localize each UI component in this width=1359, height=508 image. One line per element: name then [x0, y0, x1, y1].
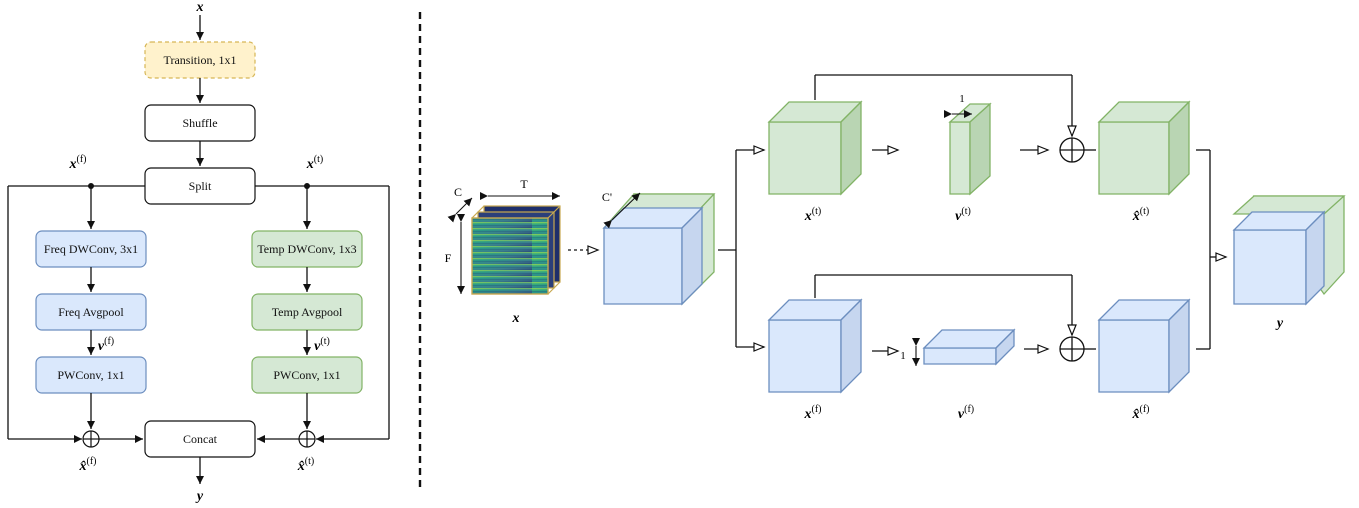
left-xf-label: x(f)	[69, 154, 87, 172]
xhat-f-cube	[1097, 298, 1191, 394]
right-tensor-diagram: C T F x C' x(t)	[445, 74, 1346, 422]
bottom-add-icon	[1059, 336, 1085, 362]
left-xt-label: x(t)	[306, 154, 323, 172]
left-block-diagram: x Transition, 1x1 Shuffle Split x(f) x(t…	[7, 0, 390, 504]
dim-f-label: F	[445, 251, 452, 265]
right-xhat-f-label: x̂(f)	[1132, 404, 1150, 422]
vt-slab	[948, 102, 992, 196]
right-output-label: y	[1275, 316, 1284, 331]
xf-cube	[767, 298, 863, 394]
right-xhat-t-label: x̂(t)	[1132, 206, 1149, 224]
right-input-label: x	[512, 311, 520, 326]
xhat-t-cube	[1097, 100, 1191, 196]
combined-feature-cube	[602, 193, 716, 306]
spectrogram-input	[471, 205, 561, 295]
dim-c-label: C	[454, 185, 462, 199]
channel-label: C'	[602, 190, 612, 204]
vf-height-label: 1	[900, 350, 906, 362]
xt-cube	[767, 100, 863, 196]
top-add-icon	[1059, 137, 1085, 163]
temp-pwconv-label: PWConv, 1x1	[273, 368, 340, 382]
vf-slab	[922, 328, 1016, 366]
temp-dwconv-label: Temp DWConv, 1x3	[257, 242, 356, 256]
left-xhat-f-label: x̂(f)	[79, 456, 97, 474]
left-vf-label: v(f)	[98, 336, 114, 354]
freq-avgpool-label: Freq Avgpool	[58, 305, 124, 319]
right-vt-label: v(t)	[955, 206, 971, 224]
temp-avgpool-label: Temp Avgpool	[272, 305, 343, 319]
right-xt-label: x(t)	[804, 206, 821, 224]
freq-pwconv-label: PWConv, 1x1	[57, 368, 124, 382]
split-label: Split	[189, 179, 212, 193]
output-cube	[1232, 195, 1346, 306]
left-vt-label: v(t)	[314, 336, 330, 354]
freq-dwconv-label: Freq DWConv, 3x1	[44, 242, 138, 256]
freq-add-icon	[82, 430, 100, 448]
right-xf-label: x(f)	[804, 404, 822, 422]
dim-t-label: T	[520, 177, 528, 191]
shuffle-label: Shuffle	[182, 116, 217, 130]
left-xhat-t-label: x̂(t)	[297, 456, 314, 474]
vt-width-label: 1	[959, 93, 965, 105]
left-input-label: x	[196, 0, 204, 15]
transition-label: Transition, 1x1	[164, 53, 237, 67]
right-vf-label: v(f)	[958, 404, 974, 422]
concat-label: Concat	[183, 432, 218, 446]
left-output-label: y	[195, 489, 204, 504]
temp-add-icon	[298, 430, 316, 448]
